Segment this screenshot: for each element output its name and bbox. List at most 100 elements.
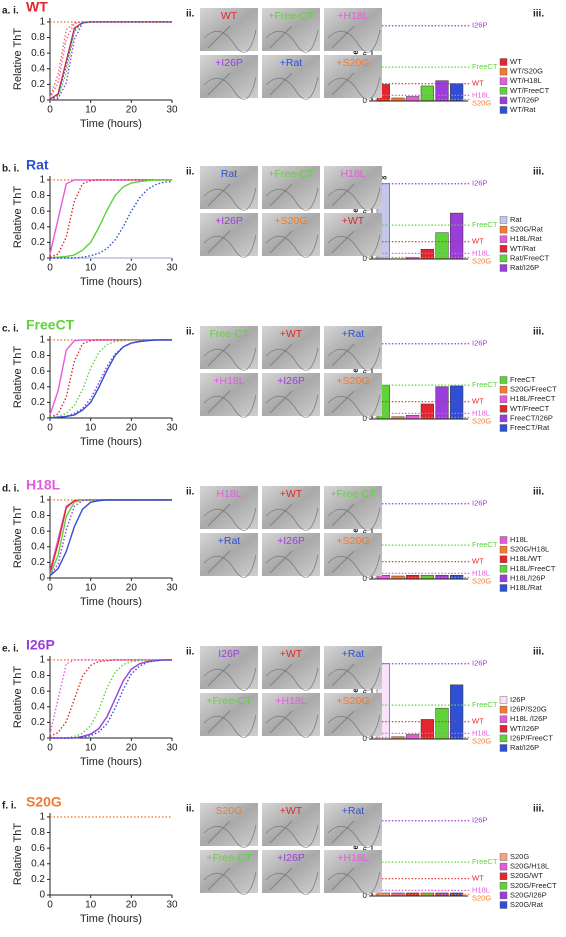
legend-label: WT/FreeCT (510, 404, 550, 413)
ttht-curve (49, 179, 172, 259)
legend-label: S20G/WT (510, 871, 543, 880)
y-tick-label: 1 (39, 17, 45, 28)
legend-label: H18L/FreeCT (510, 564, 556, 573)
y-tick-label: 1 (39, 655, 45, 666)
micrograph (200, 803, 258, 846)
reference-label: FreeCT (472, 62, 498, 71)
legend-swatch (499, 715, 508, 723)
reference-label: WT (472, 557, 484, 566)
micrograph-label: I26P (218, 648, 240, 660)
x-tick-label: 20 (126, 583, 138, 594)
legend-label: I26P (510, 695, 525, 704)
legend-swatch (499, 77, 508, 85)
micrograph-label: +WT (280, 648, 303, 660)
reference-label: I26P (472, 339, 487, 348)
ttht-curve (49, 339, 172, 418)
micrograph-label: +Rat (218, 535, 241, 547)
x-tick-label: 20 (126, 423, 138, 434)
ttht-curve (49, 21, 172, 100)
y-tick-label: 0.6 (31, 366, 45, 377)
legend-swatch (499, 862, 508, 871)
panel-label: a. i. (2, 6, 19, 17)
legend-label: I26P/S20G (510, 705, 547, 714)
reference-label: S20G (472, 98, 491, 107)
x-tick-label: 20 (126, 263, 138, 274)
micrograph-label: Free-CT (209, 328, 249, 340)
x-tick-label: 10 (85, 743, 97, 754)
legend-swatch (499, 106, 508, 114)
y-tick-label: 0.2 (31, 557, 45, 568)
x-tick-label: 0 (47, 423, 53, 434)
lag-bar (450, 385, 464, 420)
y-tick-label: 0.6 (31, 48, 45, 59)
x-tick-label: 30 (166, 423, 178, 434)
micrograph-label: +I26P (215, 215, 243, 227)
fibril-texture (203, 503, 257, 531)
y-tick-label: 0.4 (31, 541, 45, 552)
lag-bar (450, 83, 464, 102)
panel-label: iii. (533, 487, 544, 498)
legend-swatch (499, 872, 508, 880)
legend-swatch (499, 245, 508, 253)
reference-label: WT (472, 874, 484, 883)
legend-label: WT/Rat (510, 244, 536, 253)
legend-label: WT/Rat (510, 105, 536, 114)
y-tick-label: 0 (363, 414, 368, 423)
y-tick-label: 0.2 (31, 717, 45, 728)
fibril-texture (327, 72, 381, 100)
fibril-texture (327, 230, 381, 258)
legend-swatch (499, 67, 508, 76)
micrograph-label: +I26P (277, 375, 305, 387)
micrograph (200, 213, 258, 256)
legend-swatch (499, 705, 508, 714)
legend-swatch (499, 405, 508, 413)
x-tick-label: 10 (85, 583, 97, 594)
y-tick-label: 0.4 (31, 221, 45, 232)
fibril-texture (203, 390, 257, 418)
fibril-texture (265, 390, 319, 418)
y-tick-label: 0.8 (31, 32, 45, 43)
y-axis-label: Relative ThT (12, 823, 24, 885)
x-tick-label: 30 (166, 583, 178, 594)
y-tick-label: 0.8 (31, 827, 45, 838)
fibril-texture (265, 867, 319, 895)
panel-label: ii. (186, 9, 195, 20)
micrograph (262, 213, 320, 256)
legend-label: H18L/I26P (510, 573, 545, 582)
fibril-texture (203, 343, 257, 371)
reference-label: H18L (472, 885, 490, 894)
micrograph-label: Rat (221, 168, 237, 180)
legend-swatch (499, 225, 508, 234)
panel-label: iii. (533, 647, 544, 658)
fibril-texture (203, 710, 257, 738)
y-tick-label: 0 (39, 890, 45, 901)
ttht-curve (49, 499, 172, 576)
x-tick-label: 30 (166, 900, 178, 911)
micrograph (262, 850, 320, 893)
x-tick-label: 30 (166, 105, 178, 116)
legend-label: WT (510, 57, 522, 66)
y-tick-label: 0 (363, 96, 368, 105)
reference-label: I26P (472, 659, 487, 668)
panel-label: ii. (186, 804, 195, 815)
reference-label: I26P (472, 816, 487, 825)
chart-title: S20G (26, 794, 62, 810)
micrograph (262, 486, 320, 529)
reference-label: FreeCT (472, 857, 498, 866)
chart-title: I26P (26, 637, 55, 653)
micrograph-label: +S20G (337, 375, 370, 387)
reference-label: H18L (472, 728, 490, 737)
micrograph-label: S20G (216, 805, 243, 817)
ttht-curve (49, 659, 172, 738)
legend-label: H18L/WT (510, 554, 542, 563)
legend-label: H18L/Rat (510, 583, 543, 592)
legend-label: S20G/FreeCT (510, 385, 557, 394)
reference-label: FreeCT (472, 540, 498, 549)
y-tick-label: 0 (39, 733, 45, 744)
legend-swatch (499, 574, 508, 583)
fibril-texture (265, 72, 319, 100)
y-axis-label: Relative ThT (12, 666, 24, 728)
fibril-texture (327, 550, 381, 578)
micrograph (200, 850, 258, 893)
ttht-curve (49, 339, 172, 418)
